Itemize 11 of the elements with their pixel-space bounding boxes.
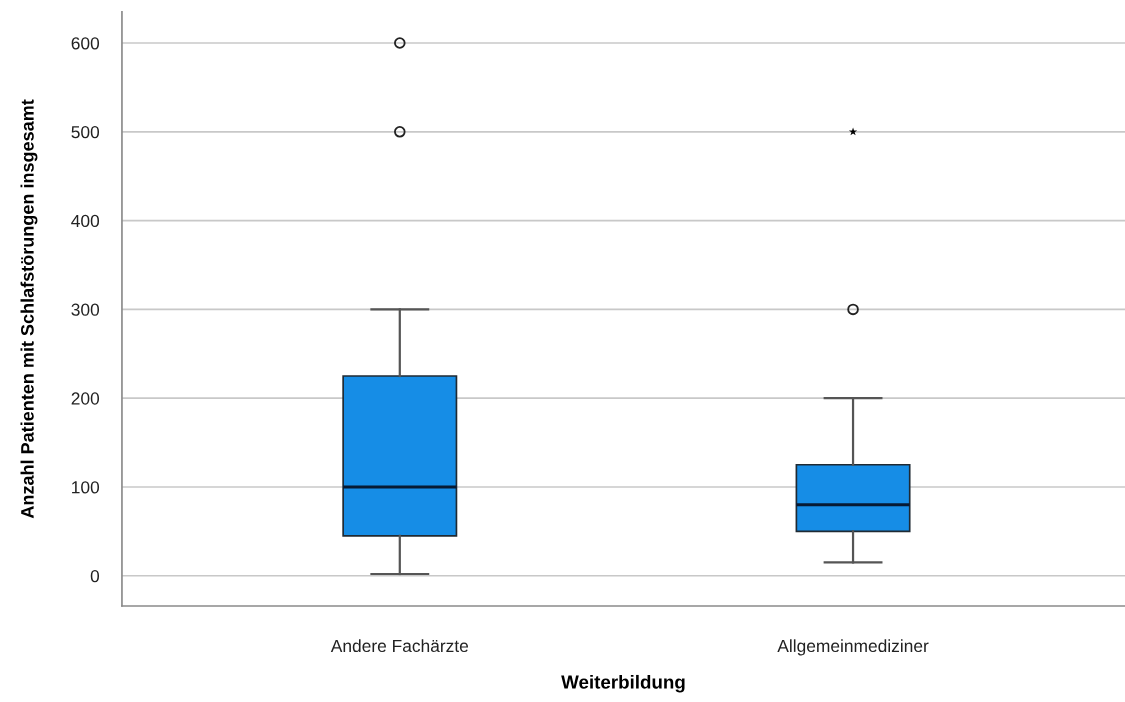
x-axis-title: Weiterbildung: [561, 674, 685, 693]
y-tick-label: 0: [90, 569, 100, 583]
y-tick-label: 400: [71, 214, 100, 228]
y-tick-label: 300: [71, 303, 100, 316]
y-tick-label: 600: [71, 37, 100, 50]
y-tick-label: 100: [72, 481, 100, 494]
y-tick-label: 500: [71, 125, 100, 139]
x-tick-label: Andere Fachärzte: [330, 639, 469, 653]
y-axis-title: Anzahl Patienten mit Schlafstörungen insgesamt: [20, 99, 38, 519]
x-tick-label: Allgemeinmediziner: [777, 639, 929, 656]
y-tick-label: 200: [71, 392, 100, 405]
